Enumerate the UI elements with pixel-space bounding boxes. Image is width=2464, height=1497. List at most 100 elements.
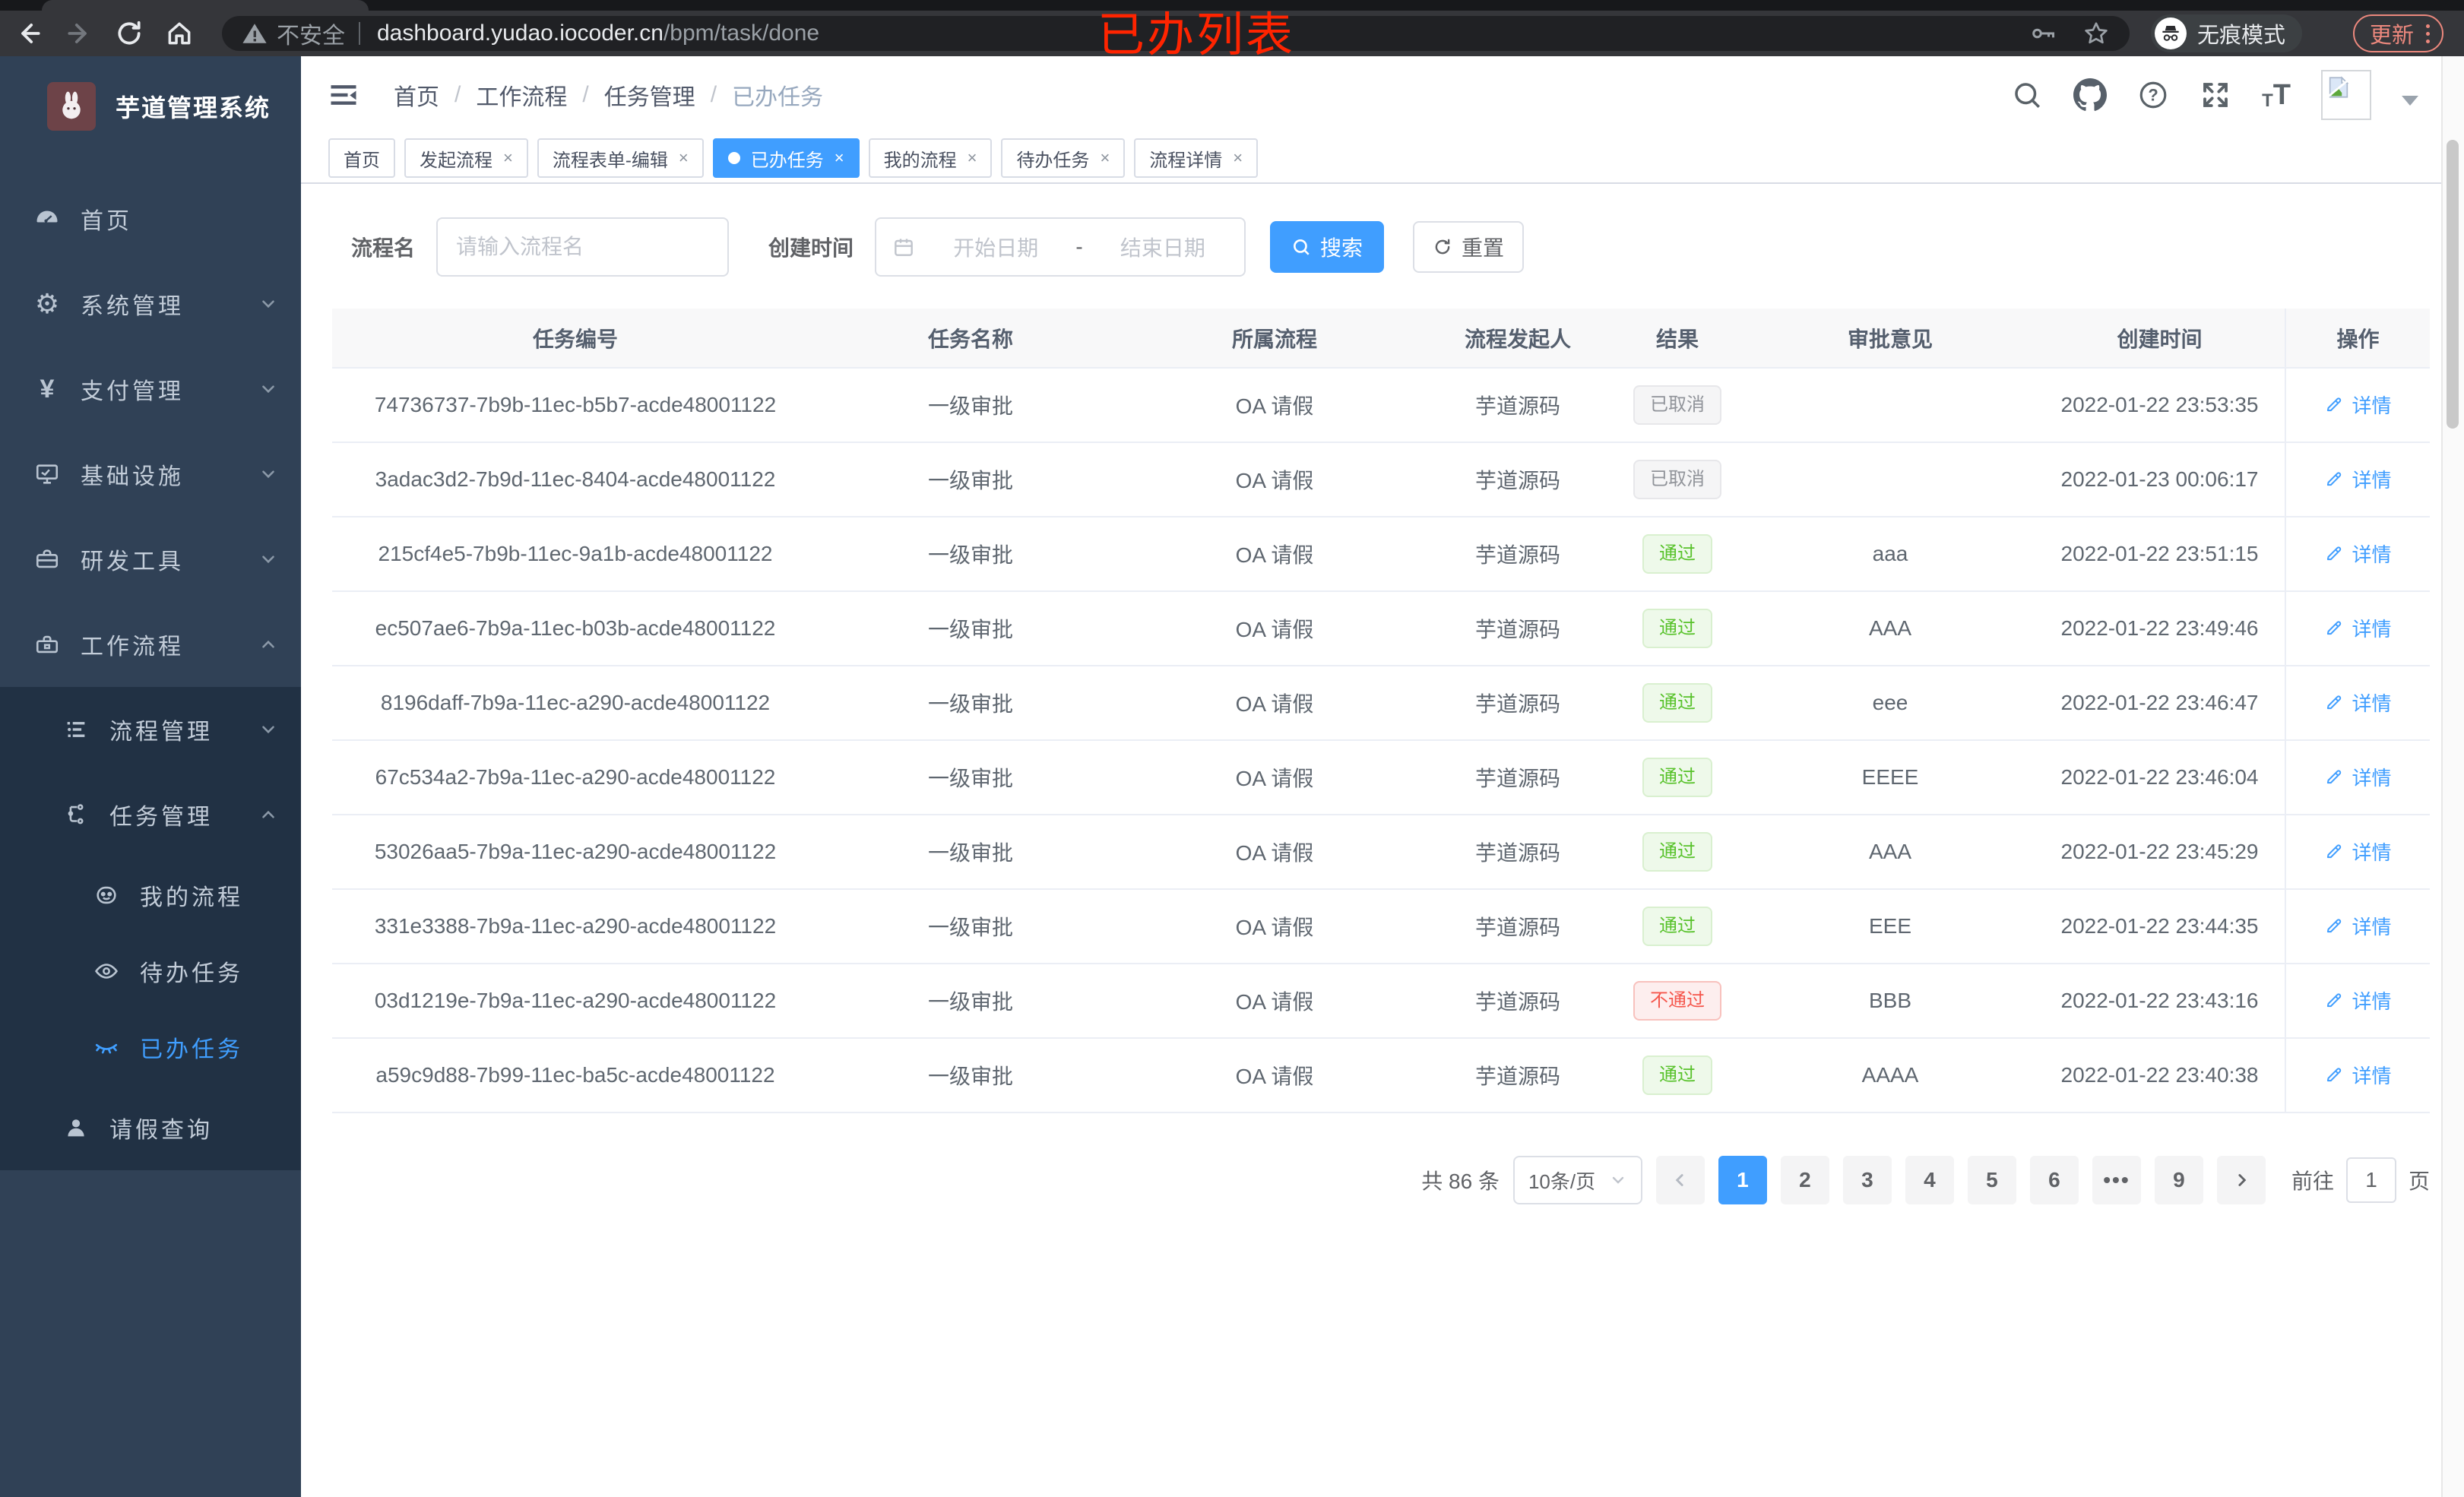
page-tab-5[interactable]: 待办任务 × [1001, 138, 1126, 178]
chevron-up-icon [258, 805, 278, 824]
browser-menu-icon[interactable] [2426, 24, 2431, 43]
sidebar-item-workflow[interactable]: 工作流程 [0, 602, 301, 687]
detail-link[interactable]: 详情 [2324, 912, 2392, 940]
goto-page-input[interactable] [2345, 1157, 2396, 1203]
detail-label: 详情 [2352, 692, 2392, 715]
page-tab-2[interactable]: 流程表单-编辑 × [537, 138, 704, 178]
cell-comment: eee [1746, 666, 2035, 741]
sidebar-item-task-mgmt[interactable]: 任务管理 [0, 772, 301, 857]
tab-close-icon[interactable]: × [1233, 148, 1243, 167]
logo-image [47, 82, 96, 131]
browser-tabstrip [0, 0, 2464, 11]
detail-label: 详情 [2352, 766, 2392, 790]
page-tab-3[interactable]: 已办任务 × [712, 138, 860, 178]
next-page-button[interactable] [2216, 1156, 2266, 1204]
avatar-caret-icon[interactable] [2402, 95, 2418, 106]
page-ellipsis[interactable]: ••• [2092, 1156, 2141, 1204]
breadcrumb-home[interactable]: 首页 [394, 85, 439, 110]
browser-active-tab [42, 0, 369, 11]
cell-comment: EEE [1746, 889, 2035, 964]
breadcrumb-task-mgmt[interactable]: 任务管理 [603, 85, 695, 110]
page-button-5[interactable]: 5 [1967, 1156, 2016, 1204]
sidebar-item-system[interactable]: ⚙ 系统管理 [0, 261, 301, 347]
browser-home-icon[interactable] [158, 12, 201, 55]
sidebar-item-my-process[interactable]: 我的流程 [0, 857, 301, 933]
page-tab-4[interactable]: 我的流程 × [868, 138, 993, 178]
search-button[interactable]: 搜索 [1270, 221, 1385, 273]
cell-task-name: 一级审批 [819, 1038, 1123, 1113]
done-task-icon [90, 1034, 123, 1060]
avatar[interactable] [2321, 70, 2371, 120]
sidebar-item-infrastructure[interactable]: 基础设施 [0, 432, 301, 517]
reset-button[interactable]: 重置 [1413, 221, 1525, 273]
page-button-4[interactable]: 4 [1905, 1156, 1954, 1204]
date-range-picker[interactable]: 开始日期 - 结束日期 [875, 217, 1246, 277]
page-button-6[interactable]: 6 [2029, 1156, 2079, 1204]
search-icon[interactable] [2011, 79, 2043, 111]
sidebar-item-home[interactable]: 首页 [0, 176, 301, 261]
tab-label: 流程详情 [1149, 150, 1223, 171]
detail-link[interactable]: 详情 [2324, 763, 2392, 791]
tab-close-icon[interactable]: × [1100, 148, 1110, 167]
cell-task-name: 一级审批 [819, 964, 1123, 1039]
detail-link[interactable]: 详情 [2324, 465, 2392, 493]
cell-actions: 详情 [2285, 591, 2430, 666]
tab-close-icon[interactable]: × [967, 148, 977, 167]
github-icon[interactable] [2073, 78, 2108, 112]
prev-page-button[interactable] [1655, 1156, 1705, 1204]
sidebar-item-leave-query[interactable]: 请假查询 [0, 1085, 301, 1170]
page-scrollbar[interactable] [2441, 56, 2464, 1497]
sidebar-item-devtools[interactable]: 研发工具 [0, 517, 301, 602]
page-button-1[interactable]: 1 [1718, 1156, 1767, 1204]
tools-icon [30, 546, 64, 572]
sidebar-item-todo-task[interactable]: 待办任务 [0, 933, 301, 1009]
detail-link[interactable]: 详情 [2324, 688, 2392, 717]
cell-task-name: 一级审批 [819, 740, 1123, 815]
sidebar-item-process-mgmt[interactable]: 流程管理 [0, 687, 301, 772]
fullscreen-icon[interactable] [2200, 79, 2231, 111]
page-size-select[interactable]: 10条/页 [1512, 1156, 1642, 1204]
process-name-input[interactable] [436, 217, 730, 277]
update-label: 更新 [2370, 24, 2415, 48]
bookmark-star-icon[interactable] [2082, 20, 2110, 47]
cell-result: 通过 [1609, 740, 1746, 815]
cell-task-name: 一级审批 [819, 889, 1123, 964]
sidebar-item-done-task[interactable]: 已办任务 [0, 1009, 301, 1085]
browser-reload-icon[interactable] [108, 12, 150, 55]
address-bar[interactable]: 不安全 dashboard.yudao.iocoder.cn/bpm/task/… [222, 16, 2130, 51]
cell-created: 2022-01-23 00:06:17 [2035, 442, 2285, 517]
detail-link[interactable]: 详情 [2324, 986, 2392, 1014]
cell-starter: 芋道源码 [1427, 591, 1609, 666]
status-badge: 通过 [1642, 831, 1712, 872]
breadcrumb-workflow[interactable]: 工作流程 [476, 85, 568, 110]
detail-link[interactable]: 详情 [2324, 837, 2392, 866]
detail-label: 详情 [2352, 1064, 2392, 1087]
help-icon[interactable]: ? [2137, 79, 2169, 111]
detail-link[interactable]: 详情 [2324, 391, 2392, 419]
detail-link[interactable]: 详情 [2324, 1061, 2392, 1089]
sidebar-item-payment[interactable]: ¥ 支付管理 [0, 347, 301, 432]
sidebar-collapse-icon[interactable] [327, 78, 360, 112]
scrollbar-handle[interactable] [2447, 140, 2459, 429]
detail-link[interactable]: 详情 [2324, 614, 2392, 642]
tab-close-icon[interactable]: × [834, 148, 844, 167]
tab-close-icon[interactable]: × [503, 148, 513, 167]
page-tab-6[interactable]: 流程详情 × [1134, 138, 1259, 178]
browser-forward-icon[interactable] [58, 12, 100, 55]
page-tab-0[interactable]: 首页 [328, 138, 395, 178]
page-button-9[interactable]: 9 [2154, 1156, 2203, 1204]
page-button-2[interactable]: 2 [1780, 1156, 1829, 1204]
cell-created: 2022-01-22 23:46:47 [2035, 666, 2285, 741]
page-tab-1[interactable]: 发起流程 × [404, 138, 528, 178]
cell-result: 已取消 [1609, 368, 1746, 443]
browser-back-icon[interactable] [8, 12, 50, 55]
key-icon[interactable] [2029, 20, 2057, 47]
detail-link[interactable]: 详情 [2324, 540, 2392, 568]
update-button[interactable]: 更新 [2353, 14, 2444, 52]
page-button-3[interactable]: 3 [1842, 1156, 1892, 1204]
detail-label: 详情 [2352, 468, 2392, 492]
status-badge: 通过 [1642, 906, 1712, 947]
tab-close-icon[interactable]: × [678, 148, 689, 167]
